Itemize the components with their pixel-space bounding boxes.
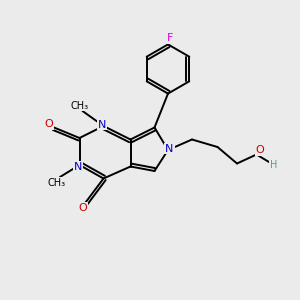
Text: N: N (98, 119, 106, 130)
Text: CH₃: CH₃ (47, 178, 65, 188)
Text: O: O (256, 145, 265, 155)
Text: O: O (78, 203, 87, 213)
Text: N: N (74, 161, 82, 172)
Text: F: F (167, 33, 174, 43)
Text: H: H (270, 160, 278, 170)
Text: CH₃: CH₃ (70, 100, 88, 111)
Text: O: O (44, 119, 53, 129)
Text: N: N (165, 143, 174, 154)
